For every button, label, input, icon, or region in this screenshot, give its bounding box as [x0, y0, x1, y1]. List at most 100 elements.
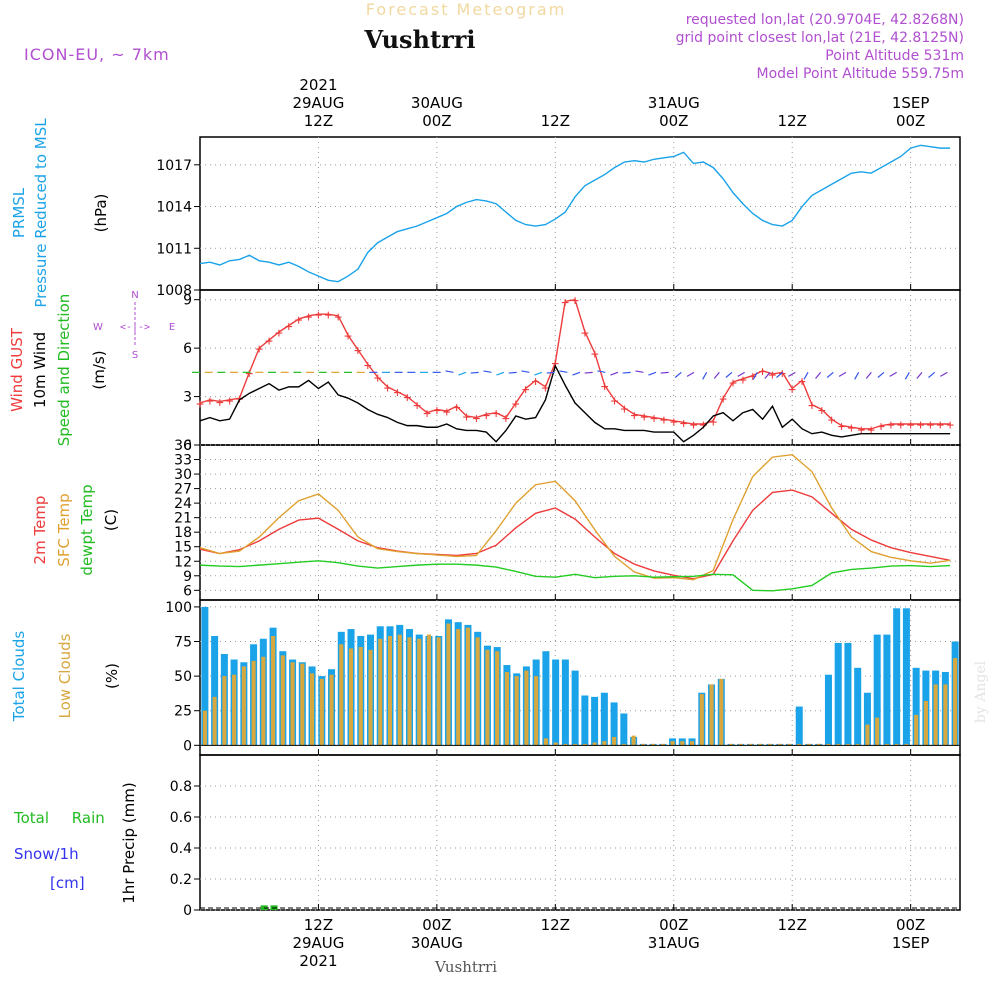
bar-total-clouds	[893, 608, 901, 746]
y-tick-label: 18	[174, 525, 192, 541]
bar-low-clouds	[787, 743, 792, 746]
gust-marker: +	[759, 365, 767, 380]
wind-direction-arrow	[674, 371, 682, 378]
wind-direction-arrow	[534, 371, 543, 376]
bar-low-clouds	[319, 678, 324, 746]
wind-direction-arrow	[622, 371, 631, 374]
bar-total-clouds	[600, 692, 608, 746]
compass-e: E	[169, 322, 175, 333]
gust-marker: +	[936, 418, 944, 433]
wind-direction-arrow	[702, 372, 708, 380]
bar-low-clouds	[953, 658, 958, 746]
gust-marker: +	[433, 403, 441, 418]
bar-low-clouds	[553, 742, 558, 746]
wind-direction-arrow	[559, 370, 568, 373]
bar-total-clouds	[795, 706, 803, 746]
bar-total-clouds	[591, 696, 599, 746]
wind-direction-arrow	[916, 371, 923, 379]
bar-low-clouds	[582, 743, 587, 746]
bar-total-clouds	[854, 667, 862, 746]
bar-total-clouds	[834, 642, 842, 746]
wind-direction-arrow	[904, 372, 910, 380]
bar-low-clouds	[514, 676, 519, 746]
time-label: 2021	[299, 76, 337, 94]
bar-low-clouds	[592, 742, 597, 746]
bar-low-clouds	[904, 743, 909, 746]
wind-labels: Wind GUST 10m Wind Speed and Direction (…	[8, 290, 175, 446]
y-tick-label: 3	[183, 390, 192, 406]
wind-direction-arrow	[686, 371, 695, 377]
bar-low-clouds	[865, 724, 870, 746]
bar-low-clouds	[826, 743, 831, 746]
bar-total-clouds	[552, 659, 560, 746]
y-tick-label: 36	[174, 438, 192, 454]
gust-marker: +	[601, 379, 609, 394]
wind-direction-arrow	[788, 371, 796, 377]
gust-marker: +	[660, 413, 668, 428]
bar-low-clouds	[845, 743, 850, 746]
gust-marker: +	[611, 394, 619, 409]
wind-direction-arrow	[815, 371, 822, 379]
bar-low-clouds	[232, 674, 237, 746]
bar-low-clouds	[651, 743, 656, 746]
time-label: 30AUG	[411, 94, 463, 112]
prmsl-desc-label: Pressure Reduced to MSL	[32, 118, 50, 308]
y-tick-label: 27	[174, 482, 192, 498]
y-tick-label: 0.4	[170, 841, 192, 857]
gust-marker: +	[640, 410, 648, 425]
bar-low-clouds	[339, 644, 344, 746]
bar-low-clouds	[397, 634, 402, 746]
bar-total-clouds	[561, 659, 569, 746]
wind-direction-arrow	[776, 371, 784, 378]
bar-low-clouds	[767, 743, 773, 746]
footer-location: Vushtrri	[434, 958, 497, 976]
y-tick-label: 75	[174, 635, 192, 651]
bar-low-clouds	[543, 738, 548, 746]
bar-low-clouds	[475, 637, 480, 746]
bar-low-clouds	[728, 743, 734, 746]
wind-direction-arrow	[597, 370, 606, 373]
gust-marker: +	[818, 403, 826, 418]
time-label: 12Z	[304, 112, 333, 130]
time-label: 00Z	[659, 916, 688, 934]
gust-marker: +	[897, 418, 905, 433]
gust-marker: +	[581, 326, 589, 341]
bar-total-clouds	[844, 642, 852, 746]
gust-marker: +	[255, 342, 263, 357]
wind-direction-arrow	[445, 370, 454, 373]
y-tick-label: 0.2	[170, 872, 192, 888]
bar-low-clouds	[426, 634, 432, 746]
gust-marker: +	[245, 366, 253, 381]
wind-direction-arrow	[660, 371, 669, 374]
bar-total-clouds	[863, 692, 871, 746]
temp-2m-label: 2m Temp	[31, 496, 49, 565]
time-label: 29AUG	[292, 934, 344, 952]
y-tick-label: 9	[183, 569, 192, 585]
panel-frame	[199, 136, 961, 291]
bar-low-clouds	[719, 678, 724, 746]
bar-low-clouds	[329, 674, 334, 746]
gust-marker: +	[699, 418, 707, 433]
time-label: 00Z	[896, 916, 925, 934]
gust-marker: +	[670, 415, 678, 430]
gust-marker: +	[739, 373, 747, 388]
bar-low-clouds	[836, 743, 841, 746]
bar-total-clouds	[542, 651, 550, 746]
bar-low-clouds	[378, 638, 383, 746]
bar-low-clouds	[534, 676, 539, 746]
bar-low-clouds	[699, 694, 704, 746]
wind-gust-label: Wind GUST	[8, 327, 26, 412]
bar-low-clouds	[943, 684, 948, 746]
time-label: 00Z	[659, 112, 688, 130]
precip-axis-label: 1hr Precip (mm)	[120, 782, 138, 903]
time-label: 00Z	[896, 112, 925, 130]
wind-direction-arrow	[725, 371, 733, 378]
bar-low-clouds	[212, 696, 217, 746]
gust-marker: +	[690, 418, 698, 433]
cloud-labels: Total Clouds Low Clouds (%)	[10, 631, 121, 723]
clouds-panel: 0 25 50 75 100	[165, 599, 961, 756]
wind-direction-arrow	[752, 372, 758, 380]
time-label: 00Z	[422, 112, 451, 130]
gust-marker: +	[275, 326, 283, 341]
